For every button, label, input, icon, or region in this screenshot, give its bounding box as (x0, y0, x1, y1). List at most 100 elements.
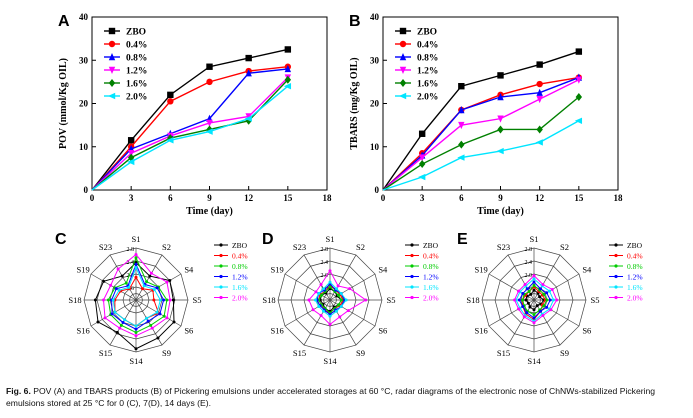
legend-label: 2.0% (126, 93, 147, 103)
grid-spoke (109, 254, 137, 301)
y-tick-label: 20 (370, 99, 380, 109)
y-tick-label: 0 (375, 185, 380, 195)
data-point (339, 298, 343, 302)
data-point (549, 308, 553, 312)
radar-chart-d: D1.62.02.42.8S1S2S4S5S6S9S14S15S16S18S19… (262, 231, 439, 366)
data-point (517, 298, 521, 302)
data-point (119, 323, 123, 327)
data-point (134, 253, 138, 256)
data-point (134, 256, 138, 260)
data-point (364, 298, 368, 302)
legend-label: 0.4% (627, 252, 643, 261)
data-point (127, 137, 135, 144)
legend-label: ZBO (423, 241, 439, 250)
data-point (123, 318, 127, 322)
data-point (141, 287, 144, 291)
legend-label: 2.0% (417, 93, 438, 103)
series-2.0% (513, 274, 559, 325)
axis-label: S16 (475, 326, 488, 336)
series-0.4% (382, 74, 583, 191)
legend-label: 1.6% (232, 283, 248, 292)
data-point (339, 305, 343, 308)
data-point (521, 305, 525, 308)
data-point (168, 298, 172, 302)
data-point (525, 311, 529, 315)
axis-label: S1 (326, 234, 335, 244)
data-point (545, 291, 549, 295)
data-point (328, 285, 332, 289)
x-tick-label: 12 (535, 193, 545, 203)
data-point (134, 327, 138, 331)
panel-letter: E (457, 231, 468, 248)
legend-label: 0.8% (423, 262, 439, 271)
legend-marker (108, 53, 116, 61)
caption-text: POV (A) and TBARS products (B) of Picker… (6, 386, 656, 408)
data-point (458, 121, 465, 130)
data-point (115, 330, 119, 334)
x-tick-label: 0 (90, 193, 95, 203)
data-point (338, 315, 342, 319)
data-point (497, 125, 504, 134)
data-point (313, 298, 317, 302)
legend-label: 1.2% (126, 67, 147, 77)
series-ZBO (91, 46, 292, 191)
data-point (532, 277, 536, 281)
legend-label: ZBO (417, 28, 437, 38)
data-point (322, 287, 325, 291)
axis-label: S15 (293, 348, 306, 358)
data-point (532, 288, 536, 292)
legend-marker (399, 79, 407, 87)
data-point (155, 286, 159, 290)
x-tick-label: 0 (381, 193, 386, 203)
axis-label: S4 (582, 265, 592, 275)
legend-label: 0.8% (627, 262, 643, 271)
series-2.0% (102, 253, 172, 338)
data-point (103, 316, 107, 320)
radial-tick-label: 2.8 (321, 247, 329, 253)
data-point (555, 298, 559, 302)
radial-tick-label: 2.4 (127, 260, 135, 266)
data-point (168, 279, 172, 282)
legend-marker (410, 274, 414, 279)
data-point (134, 347, 138, 351)
data-point (532, 308, 536, 312)
legend-label: 1.2% (627, 273, 643, 282)
data-point (545, 305, 549, 309)
legend-label: ZBO (627, 241, 643, 250)
axis-label: S19 (475, 265, 488, 275)
x-axis-label: Time (day) (186, 206, 233, 217)
data-point (336, 293, 340, 297)
y-tick-label: 40 (370, 12, 380, 22)
data-point (134, 331, 138, 334)
axis-label: S18 (262, 295, 275, 305)
data-point (458, 83, 465, 90)
data-point (526, 287, 529, 291)
data-point (111, 298, 115, 302)
data-point (497, 115, 504, 123)
axis-label: S14 (323, 356, 337, 366)
x-axis-label: Time (day) (477, 206, 524, 217)
series-line (91, 66, 288, 191)
data-point (532, 283, 536, 287)
data-point (339, 292, 343, 295)
data-point (574, 117, 583, 124)
data-point (165, 316, 169, 320)
line-chart-b: B 0 3 6 9 12 15 18 0 10 20 30 40 Time (day) TBARS (mg/… (349, 12, 623, 217)
grid-spoke (135, 254, 163, 301)
axis-label: S2 (560, 242, 569, 252)
legend-label: 1.2% (232, 273, 248, 282)
figure-caption: Fig. 6. POV (A) and TBARS products (B) o… (6, 385, 690, 409)
data-point (545, 298, 549, 302)
axis-label: S23 (99, 242, 112, 252)
axis-label: S5 (387, 295, 396, 305)
x-tick-label: 9 (207, 193, 212, 203)
data-point (145, 316, 149, 320)
legend-marker (108, 92, 116, 100)
data-point (162, 314, 166, 318)
radial-tick-label: 2.8 (525, 247, 533, 253)
data-point (113, 310, 117, 314)
axis-label: S5 (591, 295, 600, 305)
data-point (148, 274, 152, 278)
data-point (317, 292, 321, 295)
axis-label: S4 (184, 265, 194, 275)
